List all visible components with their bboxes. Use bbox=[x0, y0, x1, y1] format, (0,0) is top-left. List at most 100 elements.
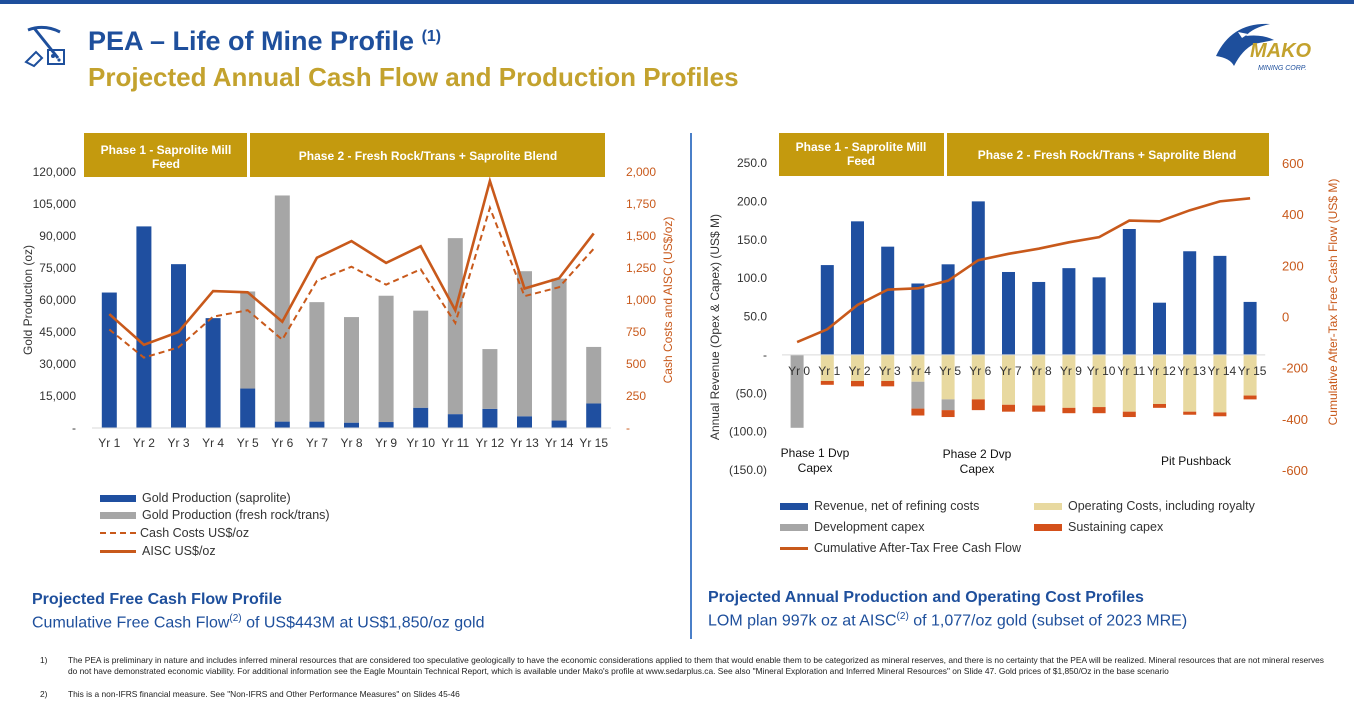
legend-swatch bbox=[1034, 502, 1062, 510]
bar-saprolite bbox=[344, 422, 359, 428]
top-accent-bar bbox=[0, 0, 1354, 4]
right-caption-heading: Projected Annual Production and Operatin… bbox=[708, 589, 1144, 606]
bar-sustaining-capex bbox=[911, 408, 925, 416]
aisc-line bbox=[108, 176, 595, 347]
phase2-label: Phase 2 - Fresh Rock/Trans + Saprolite B… bbox=[978, 148, 1236, 162]
bar-fresh-rock bbox=[517, 271, 532, 417]
x-tick-label: Yr 2 bbox=[133, 436, 155, 450]
bar-saprolite bbox=[586, 403, 602, 428]
x-tick-label: Yr 0 bbox=[788, 364, 810, 378]
bar-operating-cost bbox=[941, 354, 955, 400]
y-tick-label: 100.0 bbox=[737, 271, 767, 285]
legend-swatch bbox=[100, 511, 136, 519]
y-tick-label: 250.0 bbox=[737, 156, 767, 170]
x-tick-label: Yr 3 bbox=[167, 436, 189, 450]
y2-tick-label: 250 bbox=[626, 389, 646, 403]
bar-operating-cost bbox=[881, 354, 895, 381]
bar-revenue bbox=[1153, 302, 1166, 355]
y2-tick-label: 0 bbox=[1282, 310, 1289, 325]
bar-revenue bbox=[881, 246, 895, 355]
cumulative-fcf-line bbox=[796, 197, 1251, 344]
legend-swatch bbox=[780, 502, 808, 510]
bar-revenue bbox=[1243, 301, 1257, 355]
x-tick-label: Yr 13 bbox=[1177, 364, 1206, 378]
bar-saprolite bbox=[101, 292, 117, 428]
legend-swatch bbox=[780, 546, 808, 550]
bar-operating-cost bbox=[1183, 354, 1197, 412]
bar-fresh-rock bbox=[344, 317, 359, 423]
revenue-cashflow-chart: Phase 1 - Saprolite Mill Feed Phase 2 - Fr… bbox=[708, 133, 1340, 478]
annotation-phase1-capex: Phase 1 Dvp Capex bbox=[780, 446, 850, 475]
mako-logo: MAKO MINING CORP. bbox=[1212, 16, 1334, 76]
bar-sustaining-capex bbox=[1243, 395, 1257, 400]
x-tick-label: Yr 12 bbox=[476, 436, 505, 450]
phase1-label-line: Feed bbox=[152, 157, 180, 171]
bar-sustaining-capex bbox=[971, 399, 985, 411]
bar-sustaining-capex bbox=[1002, 404, 1015, 412]
bar-revenue bbox=[911, 283, 925, 355]
annotation-pit-pushback: Pit Pushback bbox=[1160, 454, 1232, 468]
bar-revenue bbox=[1122, 229, 1136, 355]
bar-revenue bbox=[1002, 271, 1015, 355]
x-tick-label: Yr 11 bbox=[441, 436, 469, 450]
y2-tick-label: 1,250 bbox=[626, 261, 656, 275]
legend-swatch bbox=[1034, 523, 1062, 531]
y2-tick-label: -600 bbox=[1282, 463, 1308, 478]
bar-saprolite bbox=[378, 422, 394, 428]
x-tick-label: Yr 2 bbox=[848, 364, 870, 378]
y2-tick-label: 1,500 bbox=[626, 229, 656, 243]
bar-fresh-rock bbox=[274, 195, 290, 422]
legend-item-cumulative-fcf: Cumulative After-Tax Free Cash Flow bbox=[780, 541, 1021, 555]
footnote-number: 2) bbox=[40, 689, 48, 699]
phase1-label-line: Phase 1 - Saprolite Mill bbox=[796, 140, 927, 154]
y-tick-label: 45,000 bbox=[39, 325, 76, 339]
bar-sustaining-capex bbox=[881, 380, 895, 387]
y-tick-label: 90,000 bbox=[39, 229, 76, 243]
gold-production-cost-chart: Phase 1 - Saprolite Mill Feed Phase 2 - Fr… bbox=[21, 133, 675, 450]
bar-revenue bbox=[1092, 277, 1106, 355]
y-tick-label: 105,000 bbox=[33, 197, 77, 211]
logo-text: MAKO bbox=[1250, 40, 1312, 62]
bar-revenue bbox=[1032, 281, 1046, 355]
footnote-1: 1) The PEA is preliminary in nature and … bbox=[40, 655, 1340, 689]
legend-item-saprolite: Gold Production (saprolite) bbox=[100, 491, 291, 505]
y-tick-label: 50.0 bbox=[744, 310, 768, 324]
legend-label: Sustaining capex bbox=[1068, 520, 1164, 534]
bar-fresh-rock bbox=[240, 291, 256, 389]
footnote-number: 1) bbox=[40, 655, 48, 665]
y2-tick-label: - bbox=[626, 421, 630, 435]
bar-saprolite bbox=[551, 420, 567, 428]
bar-fresh-rock bbox=[309, 302, 325, 422]
bar-operating-cost bbox=[1092, 354, 1106, 408]
phase1-label-line: Phase 1 - Saprolite Mill bbox=[101, 143, 232, 157]
bar-sustaining-capex bbox=[851, 380, 864, 387]
bar-operating-cost bbox=[1122, 354, 1136, 412]
x-tick-label: Yr 8 bbox=[340, 436, 362, 450]
y-tick-label: (150.0) bbox=[729, 463, 767, 477]
bar-saprolite bbox=[205, 318, 221, 428]
phase1-banner bbox=[779, 133, 944, 176]
y-tick-label: (100.0) bbox=[729, 425, 767, 439]
x-tick-label: Yr 6 bbox=[271, 436, 293, 450]
y2-tick-label: 1,000 bbox=[626, 293, 656, 307]
y-tick-label: (50.0) bbox=[736, 386, 767, 400]
y-tick-label: - bbox=[72, 421, 76, 435]
bar-fresh-rock bbox=[551, 278, 567, 421]
bar-sustaining-capex bbox=[820, 380, 834, 385]
bar-revenue bbox=[820, 265, 834, 355]
cash-cost-line bbox=[108, 204, 595, 359]
bar-sustaining-capex bbox=[1092, 407, 1106, 414]
bar-development-capex bbox=[941, 399, 955, 411]
bar-revenue bbox=[971, 201, 985, 355]
x-tick-label: Yr 9 bbox=[375, 436, 397, 450]
x-tick-label: Yr 5 bbox=[939, 364, 961, 378]
bar-revenue bbox=[851, 221, 864, 355]
page-title: PEA – Life of Mine Profile (1) bbox=[88, 26, 442, 56]
phase2-banner bbox=[250, 133, 605, 177]
page-subtitle: Projected Annual Cash Flow and Productio… bbox=[88, 62, 739, 92]
x-tick-label: Yr 7 bbox=[999, 364, 1021, 378]
bar-revenue bbox=[941, 264, 955, 355]
y2-tick-label: 200 bbox=[1282, 258, 1304, 273]
legend-item-development-capex: Development capex bbox=[780, 520, 924, 534]
y-tick-label: - bbox=[763, 348, 767, 362]
